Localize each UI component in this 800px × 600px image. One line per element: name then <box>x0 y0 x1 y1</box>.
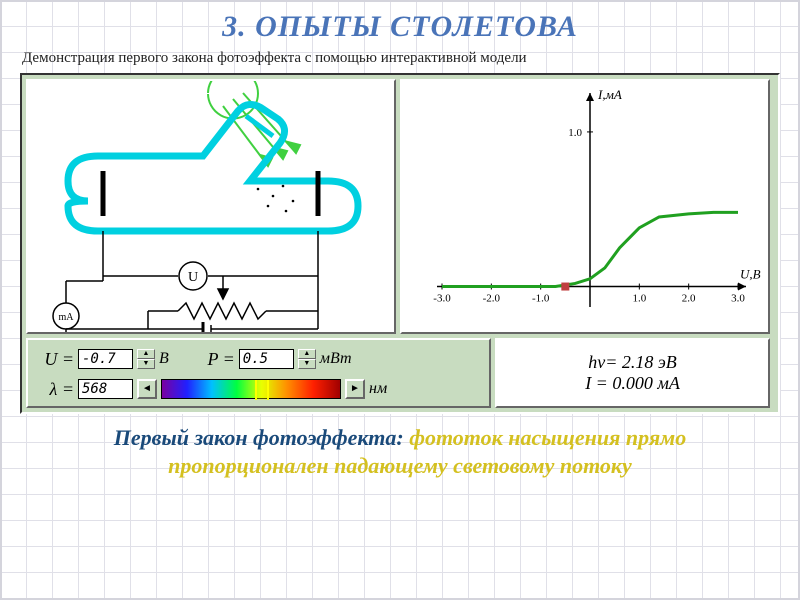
current-readout: I = 0.000 мА <box>585 373 680 394</box>
voltage-up-button[interactable]: ▲ <box>137 349 155 359</box>
simulation-panel: U mA -3.0 -2.0 -1.0 1.0 2.0 3.0 1.0 U,B I,мА U =… <box>20 73 780 414</box>
voltage-input[interactable]: -0.7 <box>78 349 133 369</box>
power-up-button[interactable]: ▲ <box>298 349 316 359</box>
iv-chart: -3.0 -2.0 -1.0 1.0 2.0 3.0 1.0 U,B I,мА <box>400 79 770 334</box>
law-statement: Первый закон фотоэффекта: фототок насыще… <box>2 414 798 479</box>
photon-energy: hν= 2.18 эВ <box>588 352 677 373</box>
controls-panel: U = -0.7 ▲ ▼ В P = 0.5 ▲ ▼ мВт λ = 568 ◄… <box>26 338 491 408</box>
readout-panel: hν= 2.18 эВ I = 0.000 мА <box>495 338 770 408</box>
voltage-unit: В <box>159 350 169 368</box>
subtitle: Демонстрация первого закона фотоэффекта … <box>2 46 798 73</box>
voltage-down-button[interactable]: ▼ <box>137 359 155 369</box>
lambda-left-button[interactable]: ◄ <box>137 379 157 399</box>
power-input[interactable]: 0.5 <box>239 349 294 369</box>
svg-text:1.0: 1.0 <box>632 293 646 305</box>
circuit-diagram: U mA <box>26 79 396 334</box>
svg-text:U,B: U,B <box>740 267 761 282</box>
svg-text:-1.0: -1.0 <box>532 293 550 305</box>
lambda-input[interactable]: 568 <box>78 379 133 399</box>
power-down-button[interactable]: ▼ <box>298 359 316 369</box>
svg-text:1.0: 1.0 <box>568 127 582 139</box>
svg-text:I,мА: I,мА <box>597 87 622 102</box>
power-unit: мВт <box>320 350 352 368</box>
voltmeter-label: U <box>188 270 198 285</box>
lambda-right-button[interactable]: ► <box>345 379 365 399</box>
lambda-label: λ = <box>34 379 74 400</box>
power-label: P = <box>195 349 235 370</box>
lambda-unit: нм <box>369 380 387 398</box>
spectrum-cursor[interactable] <box>255 380 269 400</box>
voltage-label: U = <box>34 349 74 370</box>
svg-text:2.0: 2.0 <box>682 293 696 305</box>
svg-text:-3.0: -3.0 <box>433 293 451 305</box>
spectrum-slider[interactable] <box>161 379 341 399</box>
law-lead: Первый закон фотоэффекта: <box>114 425 404 450</box>
svg-text:3.0: 3.0 <box>731 293 745 305</box>
svg-text:-2.0: -2.0 <box>483 293 501 305</box>
page-title: 3. ОПЫТЫ СТОЛЕТОВА <box>2 2 798 46</box>
ammeter-label: mA <box>59 312 75 323</box>
